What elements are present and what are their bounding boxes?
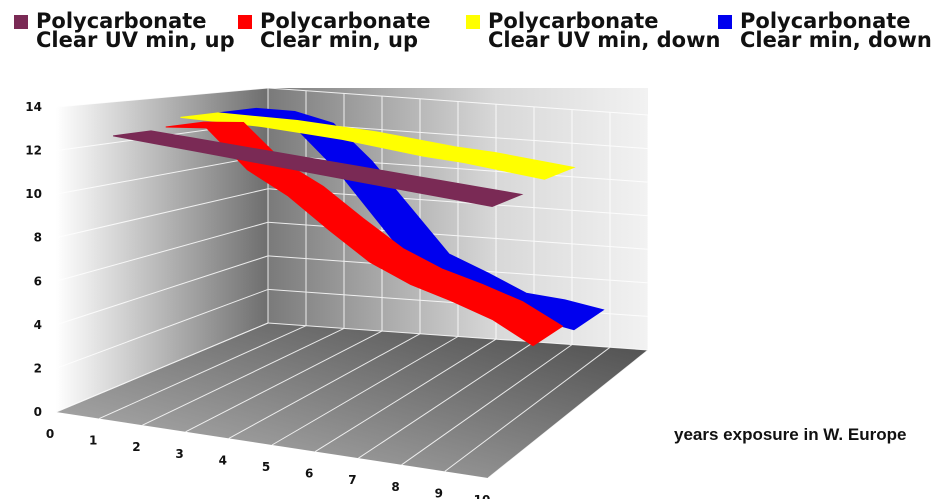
y-tick-label: 2 [34, 361, 42, 375]
legend-item: Polycarbonate Clear UV min, down [466, 9, 721, 52]
y-tick-label: 14 [25, 100, 42, 114]
legend-item: Polycarbonate Clear UV min, up [14, 9, 235, 52]
legend-item: Polycarbonate Clear min, down [718, 9, 932, 52]
legend-swatch [718, 15, 732, 29]
x-tick-label: 3 [175, 447, 183, 461]
x-tick-label: 4 [219, 453, 227, 467]
series-ribbon [113, 130, 524, 208]
legend-label: Polycarbonate Clear UV min, down [488, 9, 721, 52]
y-tick-label: 4 [34, 318, 42, 332]
y-tick-label: 8 [34, 231, 42, 245]
legend-label: Polycarbonate Clear UV min, up [36, 9, 235, 52]
legend-swatch [466, 15, 480, 29]
x-axis-label: years exposure in W. Europe [674, 425, 907, 444]
y-tick-label: 0 [34, 405, 42, 419]
x-tick-label: 8 [391, 480, 399, 494]
x-tick-label: 9 [435, 486, 443, 499]
floor [56, 323, 648, 478]
legend-label: Polycarbonate Clear min, down [740, 9, 932, 52]
series-ribbon [180, 112, 576, 180]
legend-swatch [14, 15, 28, 29]
legend-item: Polycarbonate Clear min, up [238, 9, 431, 52]
y-tick-label: 6 [34, 274, 42, 288]
y-tick-label: 10 [25, 187, 42, 201]
x-tick-label: 6 [305, 467, 313, 481]
x-tick-label: 1 [89, 434, 97, 448]
x-tick-label: 7 [348, 473, 356, 487]
x-tick-label: 2 [132, 440, 140, 454]
legend-swatch [238, 15, 252, 29]
x-tick-label: 10 [474, 493, 491, 499]
y-tick-label: 12 [25, 144, 42, 158]
left-wall [56, 88, 268, 412]
legend-label: Polycarbonate Clear min, up [260, 9, 431, 52]
x-tick-label: 5 [262, 460, 270, 474]
x-tick-label: 0 [46, 427, 54, 441]
